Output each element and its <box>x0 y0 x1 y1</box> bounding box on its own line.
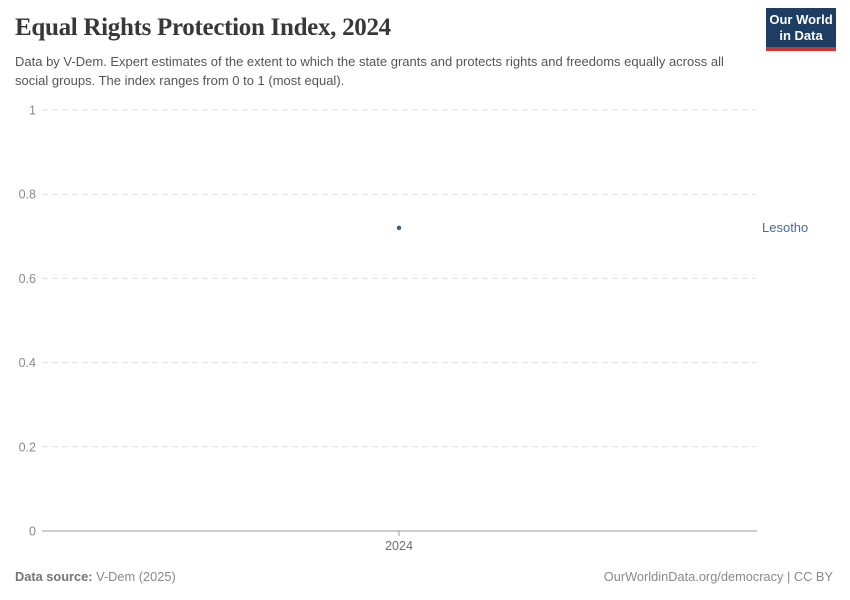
y-axis-tick-label: 1 <box>29 104 36 118</box>
data-source-label: Data source: <box>15 569 93 584</box>
entity-label-lesotho[interactable]: Lesotho <box>762 219 809 235</box>
y-axis-tick-label: 0 <box>29 525 36 539</box>
owid-logo-line1: Our World <box>769 12 833 27</box>
owid-logo-line2: in Data <box>779 28 823 43</box>
chart-title: Equal Rights Protection Index, 2024 <box>15 14 391 41</box>
y-axis-tick-label: 0.8 <box>19 188 36 202</box>
x-axis-tick-label: 2024 <box>385 539 413 553</box>
data-source-value: V-Dem (2025) <box>92 569 176 584</box>
y-axis-tick-label: 0.2 <box>19 440 36 454</box>
data-point-lesotho[interactable] <box>396 225 402 231</box>
y-axis-tick-label: 0.6 <box>19 272 36 286</box>
owid-logo: Our World in Data <box>766 8 836 51</box>
chart-subtitle: Data by V-Dem. Expert estimates of the e… <box>15 54 724 88</box>
credit-link: OurWorldinData.org/democracy | CC BY <box>603 569 833 584</box>
data-source-note: Data source: V-Dem (2025) <box>15 569 176 584</box>
y-axis-tick-label: 0.4 <box>19 356 36 370</box>
